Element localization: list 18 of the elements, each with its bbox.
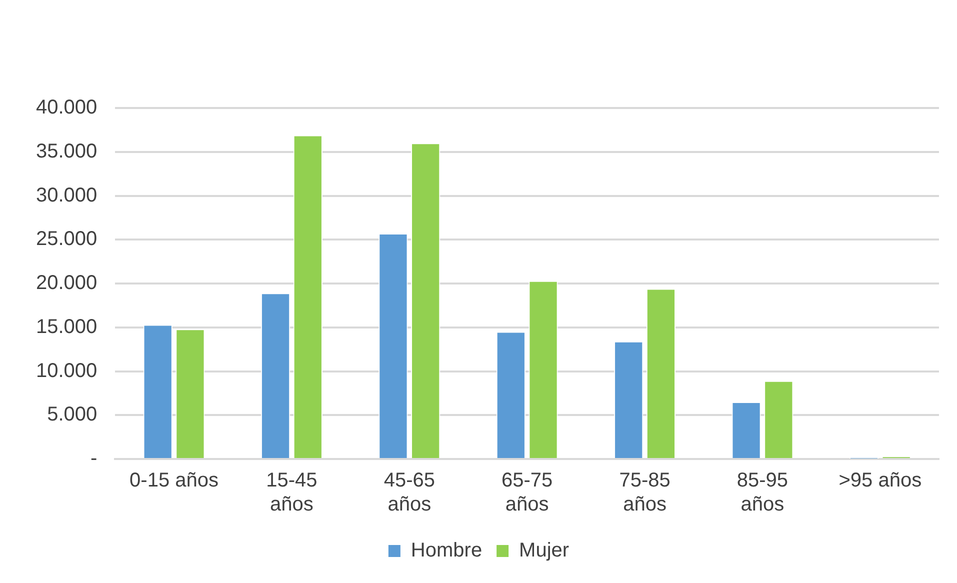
y-tick-label: 10.000 [36, 360, 98, 382]
y-tick-label: 30.000 [36, 184, 98, 206]
x-tick-label: 75-85 años [619, 470, 670, 516]
y-tick-label: 25.000 [36, 228, 98, 250]
x-tick-label: 85-95 años [736, 470, 788, 516]
x-tick-label: 15-45 años [266, 470, 318, 516]
x-tick-label: 0-15 años [130, 470, 218, 492]
y-tick-label: 35.000 [36, 140, 98, 162]
legend-label: Mujer [519, 540, 570, 562]
legend-label: Hombre [410, 540, 482, 562]
x-tick-label: 45-65 años [384, 470, 435, 516]
y-tick-label: 5.000 [47, 404, 98, 426]
y-tick-label: 15.000 [36, 316, 98, 338]
x-tick-label: 65-75 años [502, 470, 553, 516]
y-tick-label: - [90, 448, 98, 470]
x-tick-label: >95 años [838, 470, 922, 492]
y-tick-label: 40.000 [36, 96, 98, 119]
y-tick-label: 20.000 [36, 272, 98, 294]
